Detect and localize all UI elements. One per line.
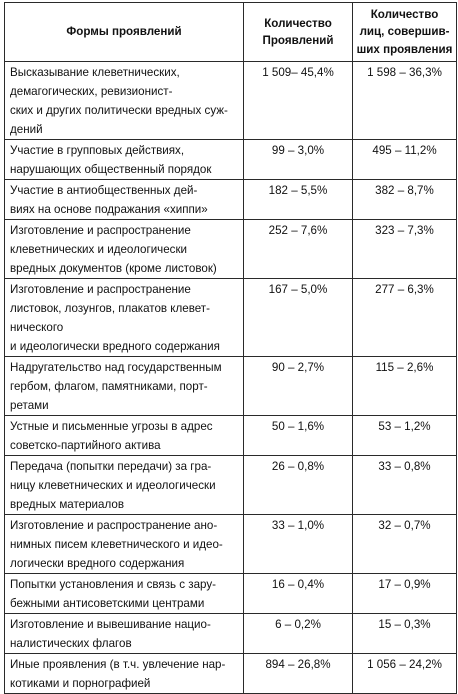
cell-form-line: Изготовление и вывешивание нацио- bbox=[10, 618, 211, 631]
cell-count: 33 – 1,0% bbox=[243, 514, 353, 574]
table-row: Изготовление и вывешивание нацио-налисти… bbox=[4, 613, 457, 654]
table-row: Участие в групповых действиях, нарушающих… bbox=[4, 139, 457, 180]
cell-form-line: нического bbox=[10, 321, 64, 334]
table-row: Участие в антиобщественных дей-виях на о… bbox=[4, 179, 457, 220]
cell-form-line: виях на основе подражания «хиппи» bbox=[10, 203, 208, 216]
cell-form: Иные проявления (в т.ч. увлечение нар-ко… bbox=[4, 653, 244, 694]
cell-persons: 17 – 0,9% bbox=[352, 573, 457, 614]
table-row: Попытки установления и связь с зару-бежн… bbox=[4, 573, 457, 614]
cell-count: 16 – 0,4% bbox=[243, 573, 353, 614]
cell-form-line: Изготовление и распространение bbox=[10, 283, 191, 296]
cell-persons: 15 – 0,3% bbox=[352, 613, 457, 654]
cell-form-line: Изготовление и распространение ано- bbox=[10, 519, 218, 532]
document-page: Формы проявлений Количество Проявлений К… bbox=[4, 2, 457, 694]
cell-form: Изготовление и вывешивание нацио-налисти… bbox=[4, 613, 244, 654]
cell-count: 99 – 3,0% bbox=[243, 139, 353, 180]
cell-persons: 277 – 6,3% bbox=[352, 278, 457, 357]
cell-form-line: советско-партийного актива bbox=[10, 439, 161, 452]
cell-form-line: нимных писем клеветнического и идео- bbox=[10, 538, 223, 551]
cell-form-line: Иные проявления (в т.ч. увлечение нар- bbox=[10, 658, 226, 671]
cell-count: 182 – 5,5% bbox=[243, 179, 353, 220]
cell-persons: 32 – 0,7% bbox=[352, 514, 457, 574]
cell-form-line: демагогических, ревизионист- bbox=[10, 85, 173, 98]
cell-count: 252 – 7,6% bbox=[243, 219, 353, 279]
cell-form-line: ретами bbox=[10, 399, 49, 412]
cell-count: 1 509– 45,4% bbox=[243, 61, 353, 140]
table-row: Изготовление и распространение листовок, … bbox=[4, 278, 457, 357]
header-persons: Количество лиц, совершив- ших проявления bbox=[352, 2, 457, 62]
cell-form-line: ских и других политически вредных суж- bbox=[10, 104, 228, 117]
cell-form-line: Попытки установления и связь с зару- bbox=[10, 578, 217, 591]
cell-form-line: нарушающих общественный порядок bbox=[10, 163, 212, 176]
table-header-row: Формы проявлений Количество Проявлений К… bbox=[4, 2, 457, 62]
cell-form: Участие в групповых действиях, нарушающих… bbox=[4, 139, 244, 180]
header-persons-line: лиц, совершив- bbox=[359, 25, 450, 39]
cell-form-line: и идеологически вредного содержания bbox=[10, 340, 220, 353]
table-row: Иные проявления (в т.ч. увлечение нар-ко… bbox=[4, 653, 457, 694]
cell-form-line: Устные и письменные угрозы в адрес bbox=[10, 420, 213, 433]
cell-persons: 1 056 – 24,2% bbox=[352, 653, 457, 694]
cell-form-line: Изготовление и распространение bbox=[10, 224, 191, 237]
cell-form: Участие в антиобщественных дей-виях на о… bbox=[4, 179, 244, 220]
cell-form-line: ницу клеветнических и идеологически bbox=[10, 479, 216, 492]
cell-form-line: дений bbox=[10, 123, 43, 136]
cell-form: Попытки установления и связь с зару-бежн… bbox=[4, 573, 244, 614]
cell-form-line: бежными антисоветскими центрами bbox=[10, 597, 205, 610]
cell-form: Надругательство над государственным гербо… bbox=[4, 356, 244, 416]
table-row: Высказывание клеветнических, демагогическ… bbox=[4, 61, 457, 140]
header-persons-line: ших проявления bbox=[356, 42, 453, 56]
cell-form-line: логически вредного содержания bbox=[10, 557, 185, 570]
cell-persons: 382 – 8,7% bbox=[352, 179, 457, 220]
cell-form-line: гербом, флагом, памятниками, порт- bbox=[10, 380, 208, 393]
cell-count: 50 – 1,6% bbox=[243, 415, 353, 456]
cell-form-line: Участие в групповых действиях, bbox=[10, 144, 185, 157]
cell-form: Изготовление и распространение ано-нимны… bbox=[4, 514, 244, 574]
cell-count: 26 – 0,8% bbox=[243, 455, 353, 515]
cell-form-line: клеветнических и идеологически bbox=[10, 243, 188, 256]
statistics-table: Формы проявлений Количество Проявлений К… bbox=[4, 2, 457, 694]
table-row: Передача (попытки передачи) за гра-ницу … bbox=[4, 455, 457, 515]
cell-form-line: Высказывание клеветнических, bbox=[10, 66, 180, 79]
header-persons-line: Количество bbox=[370, 7, 439, 21]
cell-form-line: Передача (попытки передачи) за гра- bbox=[10, 460, 212, 473]
cell-persons: 323 – 7,3% bbox=[352, 219, 457, 279]
cell-count: 90 – 2,7% bbox=[243, 356, 353, 416]
header-forms: Формы проявлений bbox=[4, 2, 244, 62]
table-row: Надругательство над государственным гербо… bbox=[4, 356, 457, 416]
cell-form-line: котиками и порнографией bbox=[10, 677, 151, 690]
cell-form-line: Участие в антиобщественных дей- bbox=[10, 184, 198, 197]
cell-persons: 33 – 0,8% bbox=[352, 455, 457, 515]
cell-persons: 495 – 11,2% bbox=[352, 139, 457, 180]
table-body: Высказывание клеветнических, демагогическ… bbox=[4, 61, 457, 694]
cell-persons: 115 – 2,6% bbox=[352, 356, 457, 416]
table-row: Изготовление и распространение ано-нимны… bbox=[4, 514, 457, 574]
cell-form: Передача (попытки передачи) за гра-ницу … bbox=[4, 455, 244, 515]
cell-form-line: налистических флагов bbox=[10, 637, 132, 650]
cell-count: 6 – 0,2% bbox=[243, 613, 353, 654]
cell-persons: 1 598 – 36,3% bbox=[352, 61, 457, 140]
cell-count: 167 – 5,0% bbox=[243, 278, 353, 357]
cell-form-line: Надругательство над государственным bbox=[10, 361, 222, 374]
cell-form: Устные и письменные угрозы в адрес советс… bbox=[4, 415, 244, 456]
cell-count: 894 – 26,8% bbox=[243, 653, 353, 694]
header-count-line: Проявлений bbox=[262, 34, 334, 47]
header-count: Количество Проявлений bbox=[243, 2, 353, 62]
cell-form-line: вредных документов (кроме листовок) bbox=[10, 262, 217, 275]
header-count-line: Количество bbox=[264, 16, 332, 30]
cell-form: Изготовление и распространение листовок, … bbox=[4, 278, 244, 357]
cell-persons: 53 – 1,2% bbox=[352, 415, 457, 456]
table-row: Устные и письменные угрозы в адрес советс… bbox=[4, 415, 457, 456]
cell-form-line: вредных материалов bbox=[10, 498, 124, 511]
cell-form: Изготовление и распространение клеветниче… bbox=[4, 219, 244, 279]
cell-form-line: листовок, лозунгов, плакатов клевет- bbox=[10, 302, 210, 315]
cell-form: Высказывание клеветнических, демагогическ… bbox=[4, 61, 244, 140]
table-row: Изготовление и распространение клеветниче… bbox=[4, 219, 457, 279]
